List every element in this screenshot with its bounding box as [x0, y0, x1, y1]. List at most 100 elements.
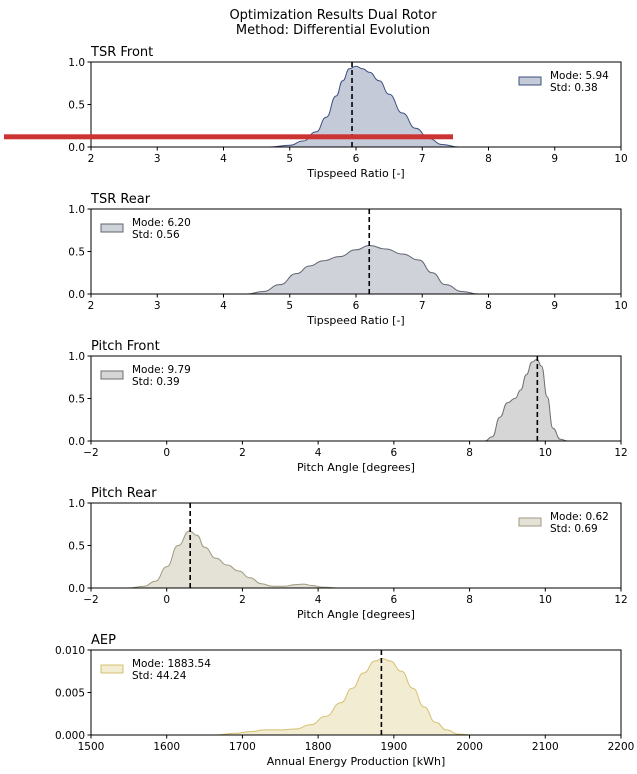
legend-swatch: [100, 664, 124, 674]
subplot-4: AEP 1500 1600 1700 1800 1900 2000 2100 2200 0.000…: [55, 633, 634, 768]
x-tick-label: 2200: [608, 741, 635, 753]
y-tick-label: 1.0: [68, 498, 85, 510]
x-tick-label: 7: [419, 300, 426, 312]
legend-std-text: Std: 0.39: [132, 376, 180, 388]
x-tick-label: 1800: [305, 741, 332, 753]
x-tick-label: 10: [614, 153, 627, 165]
subplot-title: Pitch Rear: [91, 486, 157, 501]
x-tick-label: 8: [466, 594, 473, 606]
y-tick-label: 0.0: [68, 289, 85, 301]
legend-swatch: [100, 370, 124, 380]
y-tick-label: 0.0: [68, 142, 85, 154]
x-tick-label: 8: [485, 153, 492, 165]
x-tick-label: 12: [614, 594, 627, 606]
x-tick-label: 9: [551, 153, 558, 165]
x-tick-label: 6: [353, 153, 360, 165]
figure-title-line1: Optimization Results Dual Rotor: [229, 8, 437, 23]
subplot-3: Pitch Rear −2 0 2 4 6 8 10 12 0.0 0.5 1.0 Pitch Angl…: [68, 486, 627, 621]
legend-std-text: Std: 0.56: [132, 229, 180, 241]
density-curve: [246, 245, 479, 295]
y-tick-label: 0.5: [68, 541, 85, 553]
x-tick-label: 8: [485, 300, 492, 312]
y-tick-label: 0.010: [55, 645, 85, 657]
x-tick-label: 4: [315, 594, 322, 606]
figure-title-line2: Method: Differential Evolution: [236, 23, 430, 38]
subplot-title: TSR Rear: [90, 192, 151, 207]
density-area: [246, 245, 479, 294]
x-tick-label: 4: [220, 300, 227, 312]
density-area: [269, 66, 459, 147]
legend-std-text: Std: 0.38: [550, 82, 598, 94]
x-tick-label: 12: [614, 447, 627, 459]
x-tick-label: 2: [88, 300, 95, 312]
x-tick-label: −2: [83, 594, 98, 606]
x-tick-label: 0: [163, 447, 170, 459]
x-tick-label: 10: [614, 300, 627, 312]
x-axis-label: Annual Energy Production [kWh]: [267, 755, 446, 768]
x-axis-label: Pitch Angle [degrees]: [297, 461, 415, 474]
red-highlight-bar: [4, 134, 453, 140]
x-tick-label: 2000: [456, 741, 483, 753]
y-tick-label: 0.0: [68, 583, 85, 595]
legend-mode-text: Mode: 1883.54: [132, 658, 211, 670]
y-tick-label: 0.005: [55, 688, 85, 700]
density-curve: [215, 657, 474, 736]
x-tick-label: 8: [466, 447, 473, 459]
legend-std-text: Std: 0.69: [550, 523, 598, 535]
x-tick-label: 0: [163, 594, 170, 606]
legend-swatch: [518, 517, 542, 527]
legend-mode-text: Mode: 0.62: [550, 511, 609, 523]
x-tick-label: 6: [391, 594, 398, 606]
y-tick-label: 1.0: [68, 351, 85, 363]
x-axis-label: Pitch Angle [degrees]: [297, 608, 415, 621]
subplot-0: TSR Front 2 3 4 5 6 7 8 9 10 0.0 0.5 1.0 Tipspeed Rat…: [68, 45, 627, 180]
x-tick-label: 2100: [532, 741, 559, 753]
x-tick-label: −2: [83, 447, 98, 459]
x-tick-label: 5: [286, 153, 293, 165]
x-tick-label: 3: [154, 300, 161, 312]
x-tick-label: 1700: [229, 741, 256, 753]
subplot-title: AEP: [91, 633, 116, 648]
x-tick-label: 2: [88, 153, 95, 165]
legend-swatch: [100, 223, 124, 233]
x-tick-label: 6: [391, 447, 398, 459]
subplot-title: Pitch Front: [91, 339, 160, 354]
x-axis-label: Tipspeed Ratio [-]: [306, 314, 404, 327]
legend-mode-text: Mode: 6.20: [132, 217, 191, 229]
density-area: [128, 531, 341, 588]
x-tick-label: 4: [220, 153, 227, 165]
y-tick-label: 0.000: [55, 730, 85, 742]
y-tick-label: 1.0: [68, 204, 85, 216]
x-tick-label: 2: [239, 594, 246, 606]
x-tick-label: 10: [539, 447, 552, 459]
y-tick-label: 0.5: [68, 247, 85, 259]
x-tick-label: 2: [239, 447, 246, 459]
x-tick-label: 7: [419, 153, 426, 165]
subplot-title: TSR Front: [90, 45, 153, 60]
density-curve: [128, 530, 341, 589]
density-curve: [269, 65, 459, 148]
legend-mode-text: Mode: 9.79: [132, 364, 191, 376]
subplot-1: TSR Rear 2 3 4 5 6 7 8 9 10 0.0 0.5 1.0 Tipspeed Rati…: [68, 192, 627, 327]
y-tick-label: 1.0: [68, 57, 85, 69]
x-tick-label: 1600: [153, 741, 180, 753]
density-area: [215, 658, 474, 735]
y-tick-label: 0.0: [68, 436, 85, 448]
x-tick-label: 1900: [380, 741, 407, 753]
y-tick-label: 0.5: [68, 394, 85, 406]
x-tick-label: 10: [539, 594, 552, 606]
legend-swatch: [518, 76, 542, 86]
density-area: [484, 359, 568, 441]
legend-mode-text: Mode: 5.94: [550, 70, 609, 82]
x-tick-label: 1500: [78, 741, 105, 753]
x-tick-label: 9: [551, 300, 558, 312]
subplot-2: Pitch Front −2 0 2 4 6 8 10 12 0.0 0.5 1.0 Pitch Ang…: [68, 339, 627, 474]
x-tick-label: 3: [154, 153, 161, 165]
x-tick-label: 6: [353, 300, 360, 312]
